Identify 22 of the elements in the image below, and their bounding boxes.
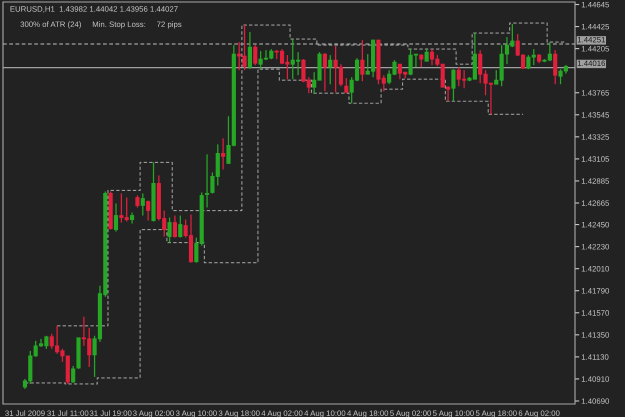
candlestick <box>253 44 258 66</box>
candlestick <box>114 202 118 232</box>
candlestick <box>71 365 76 384</box>
candlestick <box>167 216 172 244</box>
candlestick <box>140 192 145 216</box>
candlestick <box>204 154 210 208</box>
candlestick <box>178 214 182 238</box>
candlestick <box>248 31 252 70</box>
candlestick <box>344 78 348 94</box>
candlestick <box>322 52 327 92</box>
candlestick <box>553 49 558 85</box>
candlestick <box>419 54 424 68</box>
candlestick <box>328 54 332 85</box>
candlestick <box>360 39 364 82</box>
candlestick <box>130 212 134 224</box>
candlestick <box>537 54 542 64</box>
candlestick <box>424 48 429 62</box>
candlestick <box>221 138 226 170</box>
candlestick <box>172 214 177 238</box>
candlestick <box>451 68 456 102</box>
candlestick <box>146 200 150 222</box>
candlestick <box>135 194 140 208</box>
